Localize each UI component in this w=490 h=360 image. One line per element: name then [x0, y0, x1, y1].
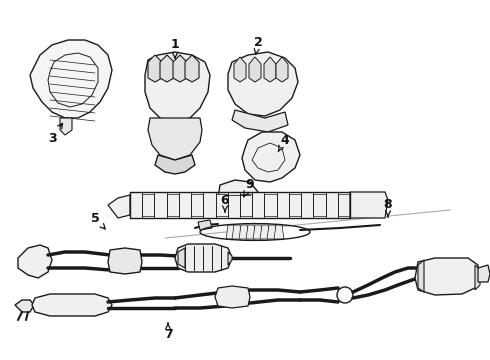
Polygon shape [246, 225, 256, 239]
Polygon shape [167, 194, 179, 216]
Polygon shape [215, 286, 250, 308]
Polygon shape [226, 225, 236, 239]
Polygon shape [160, 55, 174, 82]
Text: 1: 1 [171, 39, 179, 58]
Polygon shape [142, 194, 154, 216]
Polygon shape [155, 155, 195, 174]
Polygon shape [264, 57, 276, 82]
Polygon shape [350, 192, 388, 218]
Polygon shape [475, 265, 480, 290]
Polygon shape [277, 192, 289, 218]
Text: 8: 8 [384, 198, 392, 217]
Polygon shape [130, 192, 142, 218]
Polygon shape [289, 194, 301, 216]
Polygon shape [175, 244, 232, 272]
Polygon shape [108, 195, 130, 218]
Polygon shape [145, 52, 210, 122]
Polygon shape [240, 194, 252, 216]
Polygon shape [239, 225, 249, 239]
Polygon shape [232, 225, 242, 239]
Polygon shape [60, 118, 72, 135]
Polygon shape [478, 265, 490, 282]
Polygon shape [252, 192, 265, 218]
Text: 6: 6 [220, 194, 229, 212]
Polygon shape [216, 194, 228, 216]
Text: 9: 9 [244, 179, 254, 197]
Polygon shape [198, 220, 212, 230]
Polygon shape [148, 55, 162, 82]
Text: 2: 2 [254, 36, 262, 54]
Polygon shape [253, 225, 263, 239]
Polygon shape [18, 245, 52, 278]
Polygon shape [228, 252, 232, 265]
Polygon shape [267, 225, 277, 239]
Polygon shape [154, 192, 167, 218]
Text: 4: 4 [278, 134, 290, 152]
Polygon shape [265, 194, 277, 216]
Polygon shape [234, 57, 246, 82]
Text: 5: 5 [91, 211, 105, 229]
Polygon shape [32, 294, 112, 316]
Polygon shape [15, 300, 34, 312]
Polygon shape [203, 192, 216, 218]
Polygon shape [228, 192, 240, 218]
Text: 7: 7 [164, 323, 172, 342]
Polygon shape [313, 194, 325, 216]
Polygon shape [325, 192, 338, 218]
Polygon shape [218, 180, 258, 210]
Polygon shape [415, 258, 480, 295]
Polygon shape [301, 192, 313, 218]
Polygon shape [148, 118, 202, 160]
Polygon shape [228, 52, 298, 116]
Polygon shape [338, 194, 350, 216]
Polygon shape [30, 40, 112, 118]
Polygon shape [274, 225, 284, 239]
Polygon shape [191, 194, 203, 216]
Polygon shape [242, 132, 300, 182]
Polygon shape [185, 55, 199, 82]
Text: 3: 3 [48, 123, 63, 144]
Polygon shape [108, 248, 142, 274]
Polygon shape [418, 260, 424, 292]
Polygon shape [173, 55, 187, 82]
Polygon shape [232, 110, 288, 132]
Polygon shape [178, 248, 185, 268]
Polygon shape [260, 225, 270, 239]
Polygon shape [249, 57, 261, 82]
Polygon shape [276, 57, 288, 82]
Polygon shape [179, 192, 191, 218]
